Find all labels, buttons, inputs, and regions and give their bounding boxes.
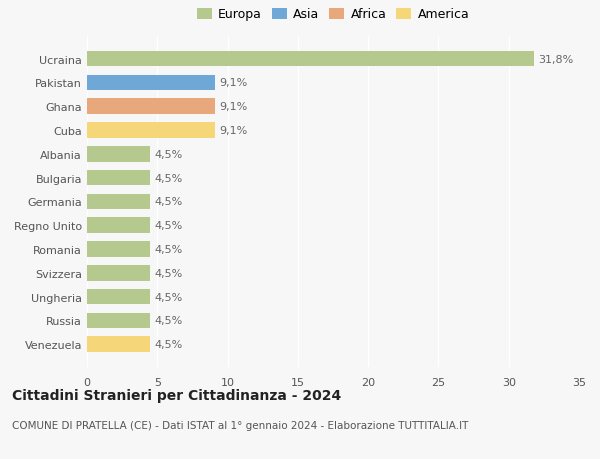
Text: 31,8%: 31,8% (538, 55, 574, 64)
Bar (87, 99, 215, 115)
Bar (87, 313, 150, 329)
Bar (87, 52, 534, 67)
Bar (87, 289, 150, 305)
Bar (87, 170, 150, 186)
Legend: Europa, Asia, Africa, America: Europa, Asia, Africa, America (194, 6, 472, 24)
Text: 9,1%: 9,1% (219, 126, 247, 136)
Bar (87, 147, 150, 162)
Text: 4,5%: 4,5% (154, 173, 183, 183)
Text: 4,5%: 4,5% (154, 316, 183, 326)
Bar (87, 337, 150, 352)
Bar (87, 242, 150, 257)
Text: 4,5%: 4,5% (154, 292, 183, 302)
Bar (87, 194, 150, 210)
Text: 9,1%: 9,1% (219, 78, 247, 88)
Bar (87, 218, 150, 234)
Bar (87, 265, 150, 281)
Bar (87, 75, 215, 91)
Text: 4,5%: 4,5% (154, 245, 183, 254)
Text: 9,1%: 9,1% (219, 102, 247, 112)
Text: 4,5%: 4,5% (154, 197, 183, 207)
Text: 4,5%: 4,5% (154, 221, 183, 231)
Text: 4,5%: 4,5% (154, 268, 183, 278)
Text: Cittadini Stranieri per Cittadinanza - 2024: Cittadini Stranieri per Cittadinanza - 2… (12, 388, 341, 402)
Text: COMUNE DI PRATELLA (CE) - Dati ISTAT al 1° gennaio 2024 - Elaborazione TUTTITALI: COMUNE DI PRATELLA (CE) - Dati ISTAT al … (12, 420, 469, 430)
Text: 4,5%: 4,5% (154, 340, 183, 349)
Bar (87, 123, 215, 139)
Text: 4,5%: 4,5% (154, 150, 183, 159)
